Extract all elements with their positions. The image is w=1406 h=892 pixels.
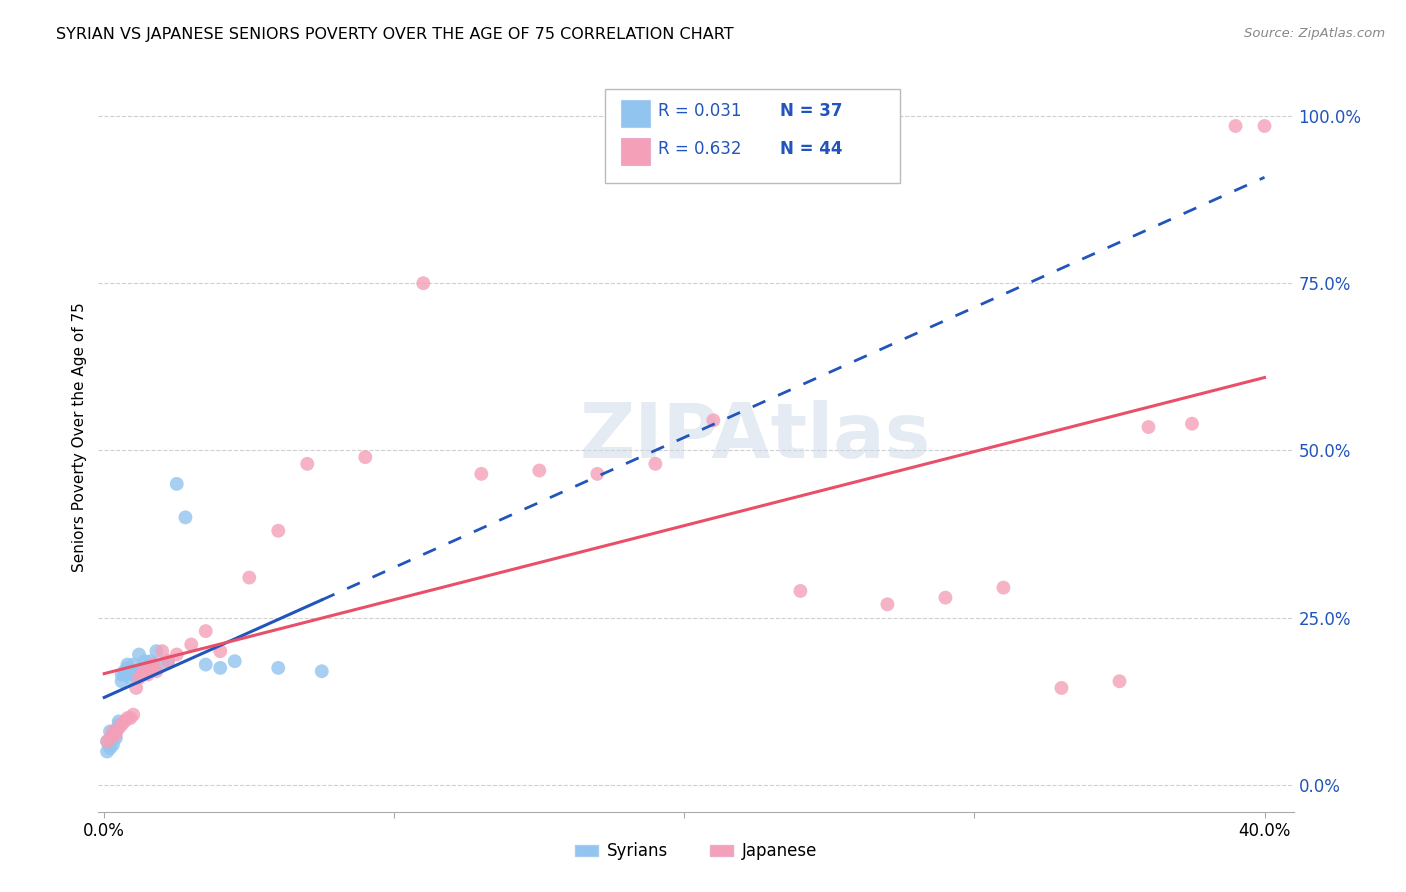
Point (111, 717, 134, 731)
Y-axis label: Seniors Poverty Over the Age of 75: Seniors Poverty Over the Age of 75 (72, 302, 87, 572)
Text: Source: ZipAtlas.com: Source: ZipAtlas.com (1244, 27, 1385, 40)
Point (98, 741, 121, 756)
Text: N = 37: N = 37 (780, 102, 842, 120)
Point (131, 661, 153, 675)
Legend: Syrians, Japanese: Syrians, Japanese (568, 836, 824, 867)
Point (136, 667, 159, 681)
Point (120, 664, 142, 679)
Text: SYRIAN VS JAPANESE SENIORS POVERTY OVER THE AGE OF 75 CORRELATION CHART: SYRIAN VS JAPANESE SENIORS POVERTY OVER … (56, 27, 734, 42)
Point (993, 581, 1015, 595)
Point (101, 728, 124, 742)
Point (96, 734, 118, 748)
Point (586, 467, 609, 481)
Point (412, 277, 434, 291)
Point (209, 661, 232, 675)
Point (194, 657, 217, 672)
Point (96, 734, 118, 748)
Point (224, 654, 246, 668)
Point (238, 571, 260, 585)
Point (107, 717, 129, 731)
Point (107, 714, 129, 729)
Point (142, 657, 165, 672)
Point (122, 657, 145, 672)
Point (145, 664, 167, 679)
Point (122, 667, 145, 681)
Point (101, 738, 124, 752)
Point (125, 681, 148, 695)
Point (267, 661, 290, 675)
Point (104, 724, 127, 739)
Point (104, 728, 127, 742)
Point (96, 744, 118, 758)
Point (120, 671, 142, 685)
Point (1181, 417, 1204, 431)
Point (194, 624, 217, 639)
Point (209, 644, 232, 658)
Text: R = 0.632: R = 0.632 (658, 140, 741, 158)
Point (789, 584, 811, 599)
Point (134, 664, 156, 679)
Point (180, 637, 202, 651)
Point (934, 591, 956, 605)
Point (117, 711, 139, 725)
Point (1253, 119, 1275, 133)
Point (150, 644, 173, 658)
Point (1137, 420, 1160, 434)
Point (1050, 681, 1073, 695)
Point (157, 654, 180, 668)
Point (114, 667, 136, 681)
Point (114, 714, 136, 729)
Point (122, 707, 145, 722)
Point (120, 711, 142, 725)
Point (114, 664, 136, 679)
Point (267, 524, 290, 538)
Point (1225, 119, 1247, 133)
Point (104, 731, 127, 746)
Point (139, 661, 162, 675)
Point (139, 654, 162, 668)
Point (529, 464, 551, 478)
Text: N = 44: N = 44 (780, 140, 842, 158)
Point (111, 674, 134, 689)
Point (702, 413, 724, 427)
Point (128, 671, 150, 685)
Point (131, 667, 153, 681)
Point (107, 721, 129, 735)
Point (354, 450, 377, 465)
Point (166, 648, 188, 662)
Point (174, 510, 197, 524)
Point (98, 731, 121, 746)
Point (145, 644, 167, 658)
Point (125, 667, 148, 681)
Point (98, 724, 121, 739)
Text: ZIPAtlas: ZIPAtlas (581, 401, 931, 474)
Point (876, 598, 898, 612)
Point (157, 654, 180, 668)
Point (297, 457, 319, 471)
Point (311, 664, 333, 679)
Point (134, 654, 156, 668)
Point (1108, 674, 1130, 689)
Point (101, 724, 124, 739)
Point (111, 667, 134, 681)
Point (142, 661, 165, 675)
Text: R = 0.031: R = 0.031 (658, 102, 741, 120)
Point (117, 657, 139, 672)
Point (166, 476, 188, 491)
Point (117, 661, 139, 675)
Point (150, 657, 173, 672)
Point (470, 467, 492, 481)
Point (136, 661, 159, 675)
Point (644, 457, 666, 471)
Point (128, 648, 150, 662)
